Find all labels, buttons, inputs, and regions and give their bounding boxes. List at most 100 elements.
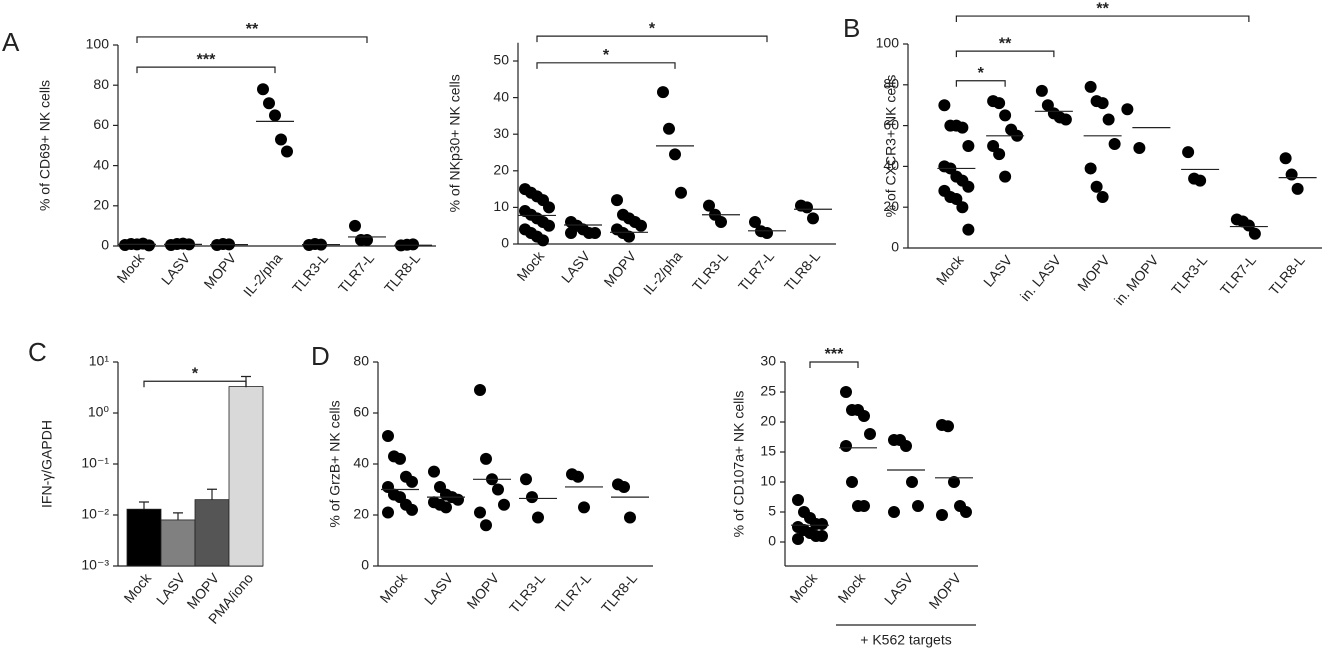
data-point — [589, 227, 601, 240]
x-tick-label: Mock — [834, 569, 868, 606]
y-tick-label: 0 — [361, 557, 369, 573]
x-tick-label: MOPV — [1074, 252, 1113, 294]
data-point — [611, 194, 623, 207]
y-tick-label: 30 — [493, 125, 509, 141]
x-tick-label: MOPV — [925, 570, 964, 612]
data-point — [1090, 180, 1103, 193]
data-point — [480, 519, 492, 532]
x-tick-label: TLR8-L — [381, 250, 423, 296]
data-point — [428, 465, 440, 478]
x-tick-label: LASV — [421, 570, 457, 608]
data-point — [936, 509, 948, 521]
data-point — [452, 493, 464, 506]
significance-label: *** — [197, 51, 216, 68]
x-tick-label: TLR7-L — [1217, 252, 1259, 298]
x-tick-label: IL-2/pha — [640, 248, 685, 298]
significance-label: * — [603, 47, 610, 64]
bar — [194, 499, 230, 567]
x-tick-label: LASV — [881, 570, 917, 608]
y-tick-label: 25 — [760, 383, 776, 399]
y-tick-label: 30 — [760, 353, 776, 369]
data-point — [382, 429, 394, 442]
y-tick-label: 0 — [101, 237, 109, 253]
significance-bracket — [536, 35, 768, 43]
data-point — [948, 476, 960, 488]
data-point — [543, 201, 555, 214]
data-point — [520, 473, 532, 486]
significance-label: *** — [825, 346, 844, 363]
data-point — [1102, 113, 1115, 126]
data-point — [960, 506, 972, 518]
data-point — [663, 122, 675, 135]
x-tick-label: MOPV — [200, 250, 239, 292]
data-point — [703, 199, 715, 212]
x-tick-label: TLR8-L — [1265, 252, 1307, 298]
data-point — [257, 83, 269, 96]
data-point — [956, 121, 969, 134]
y-tick-label: 0 — [501, 235, 509, 251]
significance-bracket — [536, 62, 676, 69]
y-axis-label: % of CD107a+ NK cells — [731, 391, 747, 538]
significance-label: * — [978, 65, 985, 82]
data-point — [993, 148, 1006, 161]
data-point — [858, 410, 870, 422]
data-point — [1285, 168, 1298, 181]
data-point — [840, 440, 852, 452]
y-tick-label: 10 — [760, 473, 776, 489]
data-point — [846, 476, 858, 488]
significance-label: * — [649, 20, 656, 37]
y-tick-label: 10 — [493, 198, 509, 214]
y-tick-label: 20 — [760, 413, 776, 429]
y-axis-label: % of NKp30+ NK cells — [447, 74, 463, 212]
data-point — [999, 109, 1012, 122]
data-point — [942, 420, 954, 433]
data-point — [394, 452, 406, 465]
x-tick-label: Mock — [120, 569, 154, 606]
significance-label: ** — [999, 35, 1012, 52]
y-tick-label: 20 — [493, 162, 509, 178]
group-label: + K562 targets — [860, 632, 951, 648]
y-tick-label: 10⁰ — [88, 404, 110, 420]
x-tick-label: TLR3-L — [689, 248, 731, 294]
data-point — [406, 503, 418, 516]
significance-bracket — [955, 80, 1006, 87]
data-point — [635, 219, 647, 232]
bar — [228, 386, 264, 567]
data-point — [864, 428, 876, 440]
data-point — [792, 494, 804, 506]
significance-bracket — [955, 50, 1055, 58]
data-point — [900, 440, 912, 452]
x-tick-label: MOPV — [600, 248, 639, 290]
data-point — [382, 506, 394, 519]
x-tick-label: Mock — [513, 247, 547, 284]
data-point — [858, 500, 870, 512]
data-point — [361, 233, 373, 246]
y-tick-label: 20 — [93, 197, 109, 213]
y-tick-label: 60 — [353, 404, 369, 420]
x-tick-label: Mock — [786, 569, 820, 606]
x-tick-label: TLR7-L — [335, 250, 377, 296]
data-point — [275, 133, 287, 146]
x-tick-label: TLR3-L — [289, 250, 331, 296]
data-point — [1121, 103, 1134, 116]
data-point — [840, 386, 852, 398]
data-point — [406, 475, 418, 488]
y-tick-label: 60 — [93, 116, 109, 132]
x-tick-label: TLR3-L — [506, 570, 548, 616]
panel-letter: A — [2, 27, 20, 57]
y-tick-label: 100 — [876, 35, 900, 51]
data-point — [1182, 146, 1195, 159]
y-tick-label: 40 — [353, 455, 369, 471]
data-point — [956, 201, 969, 214]
y-axis-label: % of GrzB+ NK cells — [327, 400, 343, 527]
y-tick-label: 5 — [768, 503, 776, 519]
data-point — [938, 99, 951, 112]
data-point — [537, 234, 549, 247]
y-tick-label: 80 — [93, 76, 109, 92]
significance-label: ** — [1096, 0, 1109, 17]
y-tick-label: 0 — [768, 533, 776, 549]
data-point — [962, 180, 975, 193]
significance-bracket — [136, 66, 276, 74]
data-point — [440, 501, 452, 514]
data-point — [492, 483, 504, 496]
